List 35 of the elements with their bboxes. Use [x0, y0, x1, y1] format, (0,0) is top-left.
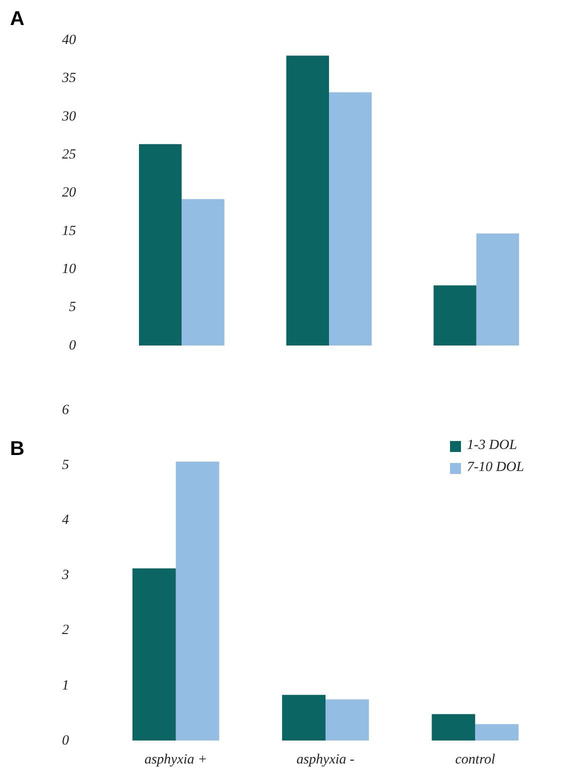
bar	[476, 233, 520, 346]
bar	[282, 694, 326, 741]
y-tick-label: 5	[69, 300, 76, 316]
bar	[326, 699, 369, 741]
y-tick-label: 35	[61, 71, 76, 86]
y-tick-label: 20	[62, 186, 76, 201]
y-tick-label: 6	[62, 403, 69, 418]
x-tick-label: asphyxia -	[296, 752, 355, 768]
bar	[176, 462, 220, 741]
y-tick-label: 10	[62, 262, 76, 277]
bar	[132, 568, 176, 741]
bar	[182, 199, 224, 346]
y-tick-label: 3	[61, 568, 69, 584]
y-tick-label: 0	[62, 733, 69, 748]
y-tick-label: 1	[62, 678, 69, 694]
bar	[138, 144, 182, 346]
y-tick-label: 30	[61, 109, 76, 124]
legend-label: 1-3 DOL	[466, 438, 517, 454]
y-tick-label: 0	[69, 338, 76, 354]
bar	[329, 92, 372, 346]
bar	[434, 285, 476, 346]
bar	[475, 724, 519, 741]
text: B	[10, 438, 24, 461]
bar	[432, 714, 476, 741]
y-tick-label: 4	[62, 513, 69, 528]
chart-title: A	[10, 8, 24, 31]
y-tick-label: 15	[62, 224, 76, 239]
y-tick-label: 5	[62, 458, 69, 474]
y-tick-label: 25	[62, 148, 76, 163]
x-tick-label: asphyxia +	[144, 752, 208, 768]
legend-label: 7-10 DOL	[466, 460, 524, 476]
y-tick-label: 40	[62, 33, 76, 48]
x-tick-label: control	[455, 752, 496, 768]
bar	[286, 56, 329, 346]
y-tick-label: 2	[62, 623, 69, 638]
